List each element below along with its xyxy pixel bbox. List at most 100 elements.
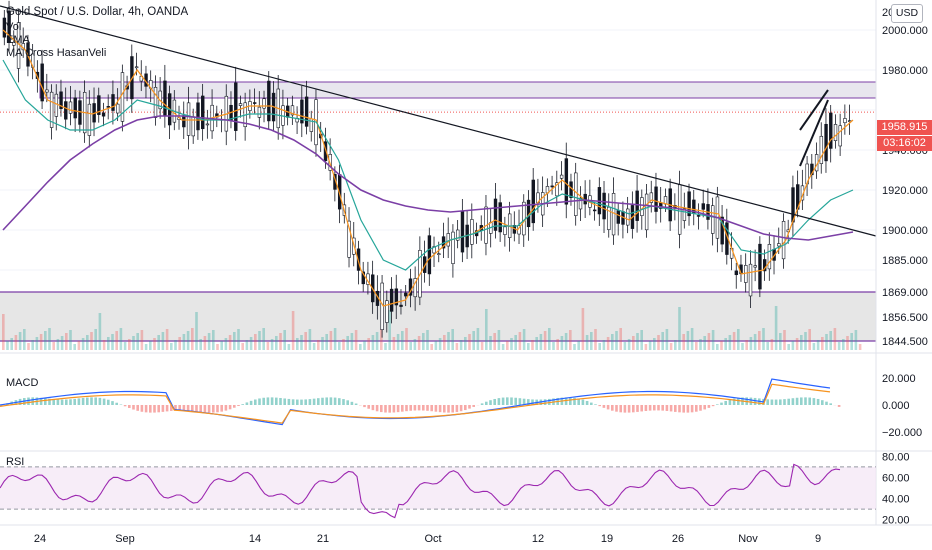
macd-histogram-bar xyxy=(749,397,753,405)
volume-bar xyxy=(653,338,656,350)
macd-histogram-bar xyxy=(233,405,236,408)
volume-bar xyxy=(640,330,643,350)
candle-body xyxy=(201,95,205,130)
volume-bar xyxy=(422,333,425,350)
volume-bar xyxy=(73,344,76,350)
volume-bar xyxy=(216,344,219,350)
volume-bar xyxy=(573,344,576,350)
macd-histogram-bar xyxy=(569,397,572,405)
volume-bar xyxy=(312,343,316,350)
macd-histogram-bar xyxy=(518,398,522,405)
volume-bar xyxy=(241,343,244,350)
macd-histogram-bar xyxy=(279,397,282,405)
ema-indicator-label[interactable]: EMA xyxy=(6,34,30,46)
volume-bar xyxy=(279,333,282,350)
channel-lower xyxy=(799,99,829,167)
volume-bar xyxy=(123,342,127,350)
macd-histogram-bar xyxy=(296,399,299,405)
time-tick-label: 21 xyxy=(317,533,329,545)
macd-histogram-bar xyxy=(254,399,257,405)
volume-bar xyxy=(438,338,442,350)
candle-body xyxy=(45,89,49,93)
volume-bar xyxy=(728,335,732,350)
volume-bar xyxy=(770,339,774,350)
macd-histogram-bar xyxy=(98,397,102,405)
macd-histogram-bar xyxy=(207,405,211,413)
channel-upper xyxy=(799,89,829,131)
volume-bar xyxy=(447,332,450,350)
volume-bar xyxy=(275,336,278,350)
macd-histogram-bar xyxy=(149,405,152,413)
price-tick-label: 1885.000 xyxy=(882,255,928,267)
candle-body xyxy=(555,182,559,197)
volume-bar xyxy=(44,331,47,350)
macd-histogram-bar xyxy=(56,399,60,405)
candle-body xyxy=(238,103,243,106)
volume-bar xyxy=(237,329,240,350)
macd-histogram-bar xyxy=(653,405,656,411)
vol-indicator-label[interactable]: Vol xyxy=(6,21,22,33)
candle-body xyxy=(640,197,644,216)
macd-histogram-bar xyxy=(262,397,265,405)
time-tick-label: 24 xyxy=(34,533,46,545)
macd-histogram-bar xyxy=(275,397,278,405)
volume-bar xyxy=(476,328,480,350)
volume-bar xyxy=(380,329,383,350)
volume-bar xyxy=(501,344,505,350)
macd-histogram-bar xyxy=(644,405,648,411)
candle-body xyxy=(696,215,701,217)
volume-bar xyxy=(338,342,341,350)
volume-bar xyxy=(833,328,837,350)
volume-bar xyxy=(468,334,471,350)
macd-histogram-bar xyxy=(325,397,328,405)
volume-bar xyxy=(182,334,186,350)
currency-button[interactable]: USD xyxy=(891,4,923,23)
candle-body xyxy=(592,209,597,212)
candle-body xyxy=(503,226,507,235)
macd-histogram-bar xyxy=(493,398,496,405)
volume-bar xyxy=(249,337,253,350)
volume-bar xyxy=(401,331,404,350)
symbol-title[interactable]: Gold Spot / U.S. Dollar, 4h, OANDA xyxy=(6,6,189,18)
candle-body xyxy=(267,80,271,122)
ma-cross-indicator-label[interactable]: MA Cross HasanVeli xyxy=(6,47,107,59)
trend-line xyxy=(0,5,877,237)
macd-histogram-bar xyxy=(186,405,190,411)
candle-body xyxy=(498,202,502,233)
macd-histogram-bar xyxy=(522,398,526,405)
volume-bar xyxy=(703,336,706,350)
candle-body xyxy=(531,179,535,224)
rsi-indicator-label[interactable]: RSI xyxy=(6,456,25,468)
volume-bar xyxy=(52,342,55,350)
macd-histogram-bar xyxy=(581,399,585,405)
volume-bar xyxy=(699,339,702,350)
time-tick-label: 19 xyxy=(601,533,613,545)
candle-body xyxy=(116,103,120,114)
candle-body xyxy=(635,190,639,221)
macd-histogram-bar xyxy=(640,405,643,412)
volume-bar xyxy=(669,343,673,350)
macd-indicator-label[interactable]: MACD xyxy=(6,377,39,389)
macd-histogram-bar xyxy=(81,397,85,405)
volume-bar xyxy=(153,338,156,350)
volume-bar xyxy=(195,312,198,350)
candle-body xyxy=(399,304,403,307)
macd-histogram-bar xyxy=(514,397,517,405)
macd-histogram-bar xyxy=(682,405,685,413)
macd-histogram-bar xyxy=(686,405,690,413)
volume-bar xyxy=(766,342,769,350)
ma-slow-line xyxy=(2,115,854,241)
macd-histogram-bar xyxy=(564,397,568,405)
candle-body xyxy=(456,229,460,241)
volume-bar xyxy=(283,330,286,350)
candle-body xyxy=(35,71,40,79)
volume-bar xyxy=(577,341,580,350)
macd-histogram-bar xyxy=(140,405,144,412)
volume-bar xyxy=(14,335,18,350)
volume-bar xyxy=(581,308,585,350)
macd-histogram-bar xyxy=(128,405,131,409)
volume-bar xyxy=(375,332,379,350)
macd-histogram-bar xyxy=(199,405,202,412)
price-tick-label: 1920.000 xyxy=(882,185,928,197)
